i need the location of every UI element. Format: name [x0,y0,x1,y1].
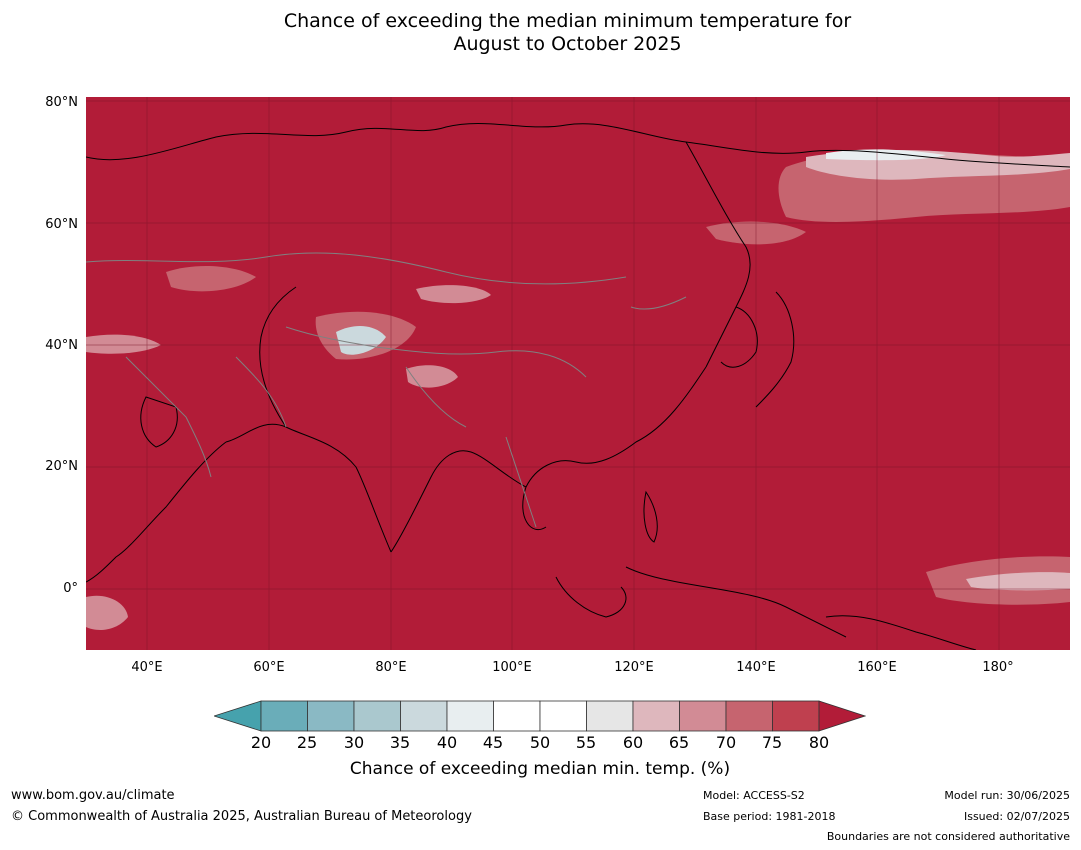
colorbar-tick-25: 25 [296,733,318,752]
colorbar-tick-50: 50 [529,733,551,752]
colorbar-tick-80: 80 [808,733,830,752]
colorbar-swatch-30-35 [353,700,401,732]
coastlines [86,122,1070,650]
lon-label-60e: 60°E [253,660,285,675]
colorbar-swatch-40-45 [446,700,494,732]
colorbar-swatch-55-60 [586,700,634,732]
map-title-line2: August to October 2025 [453,33,682,55]
graticule [86,97,1070,650]
patch-arctic-white [826,149,946,161]
forecast-map [86,97,1070,650]
patch-tibet [406,365,458,388]
lon-label-80e: 80°E [375,660,407,675]
patch-caspian [86,334,161,354]
lat-label-80n: 80°N [45,95,78,110]
colorbar-over-arrow [818,700,866,732]
colorbar-tick-35: 35 [389,733,411,752]
lon-label-140e: 140°E [736,660,776,675]
colorbar-swatch-20-25 [260,700,308,732]
colorbar-swatch-70-75 [725,700,773,732]
colorbar-under-arrow [214,700,262,732]
website-text: www.bom.gov.au/climate [11,788,175,803]
model-run-text: Model run: 30/06/2025 [944,789,1070,802]
colorbar-tick-65: 65 [668,733,690,752]
model-text: Model: ACCESS-S2 [703,789,805,802]
lon-label-100e: 100°E [492,660,532,675]
colorbar [214,700,866,732]
colorbar-swatch-45-50 [493,700,541,732]
colorbar-label: Chance of exceeding median min. temp. (%… [349,759,731,779]
lat-label-40n: 40°N [45,338,78,353]
colorbar-swatch-35-40 [400,700,448,732]
colorbar-swatch-25-30 [307,700,355,732]
colorbar-swatch-65-70 [679,700,727,732]
map-canvas [86,97,1070,650]
colorbar-tick-30: 30 [343,733,365,752]
lat-label-60n: 60°N [45,217,78,232]
patch-pacific-light [966,572,1070,591]
colorbar-tick-55: 55 [575,733,597,752]
lon-label-160e: 160°E [857,660,897,675]
disclaimer-text: Boundaries are not considered authoritat… [826,830,1070,843]
colorbar-swatch-60-65 [632,700,680,732]
colorbar-tick-75: 75 [761,733,783,752]
lon-label-180: 180° [982,660,1014,675]
patch-tarim-white [336,325,386,355]
issued-text: Issued: 02/07/2025 [963,810,1070,823]
colorbar-tick-60: 60 [622,733,644,752]
map-title: Chance of exceeding the median minimum t… [0,10,1081,56]
lat-label-0: 0° [63,581,78,596]
boundaries [86,252,687,528]
patch-kazakh [166,265,256,292]
lat-label-20n: 20°N [45,459,78,474]
colorbar-tick-40: 40 [436,733,458,752]
colorbar-tick-70: 70 [715,733,737,752]
colorbar-tick-20: 20 [250,733,272,752]
colorbar-tick-45: 45 [482,733,504,752]
colorbar-swatch-75-80 [772,700,820,732]
base-period-text: Base period: 1981-2018 [703,810,836,823]
patch-africa-horn [86,595,128,630]
lon-label-40e: 40°E [131,660,163,675]
copyright-text: © Commonwealth of Australia 2025, Austra… [11,809,472,824]
colorbar-swatch-50-55 [539,700,587,732]
map-title-line1: Chance of exceeding the median minimum t… [283,10,852,32]
lon-label-120e: 120°E [614,660,654,675]
patch-mongolia [416,285,491,304]
